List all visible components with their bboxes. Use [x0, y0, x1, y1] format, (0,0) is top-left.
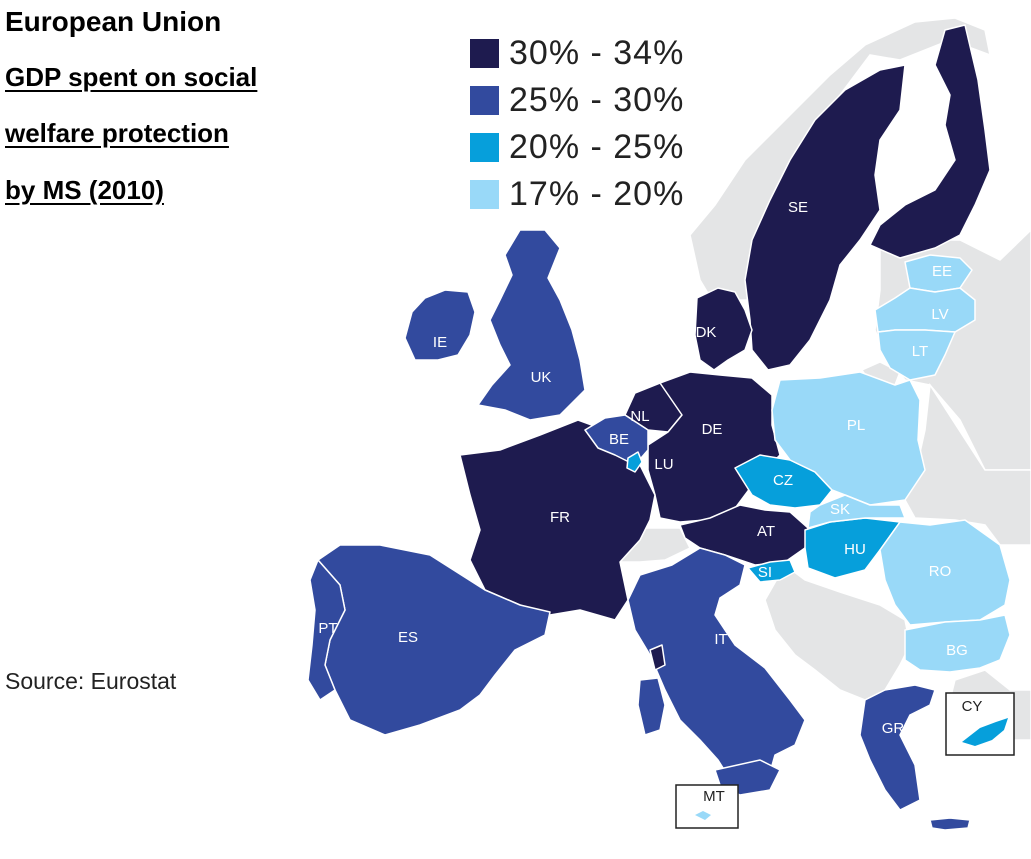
legend-swatch — [470, 180, 499, 209]
country-label-IE: IE — [433, 334, 447, 351]
source-note: Source: Eurostat — [5, 668, 177, 694]
country-label-EE: EE — [932, 263, 952, 280]
country-shape-IE-fill — [404, 289, 476, 361]
country-label-AT: AT — [757, 523, 775, 540]
country-shape-corsica — [649, 644, 666, 671]
country-shape-IT — [627, 547, 806, 796]
country-shape-CY — [962, 718, 1008, 746]
legend-item: 30% - 34% — [470, 30, 684, 77]
country-shape-LT — [877, 329, 956, 381]
country-label-DK: DK — [696, 324, 717, 341]
country-shape-SK — [807, 494, 906, 529]
eu-countries — [307, 24, 1011, 831]
country-label-DE: DE — [702, 421, 723, 438]
inset-mt — [675, 784, 739, 829]
subtitle-line-3: by MS (2010) — [5, 175, 164, 205]
country-label-SI: SI — [758, 564, 772, 581]
legend-label: 17% - 20% — [509, 175, 685, 213]
subtitle-line-1: GDP spent on social — [5, 62, 258, 92]
country-label-BE: BE — [609, 431, 629, 448]
legend-item: 17% - 20% — [470, 171, 684, 218]
country-shape-PL — [771, 371, 926, 506]
country-label-NL: NL — [630, 408, 649, 425]
country-shape-BE — [584, 414, 649, 466]
country-shape-sardinia — [637, 677, 666, 736]
country-shape-GR — [859, 684, 936, 811]
country-label-BG: BG — [946, 642, 968, 659]
legend: 30% - 34% 25% - 30% 20% - 25% 17% - 20% — [470, 30, 684, 218]
country-label-SE: SE — [788, 199, 808, 216]
legend-label: 20% - 25% — [509, 128, 685, 166]
country-label-PT: PT — [318, 620, 337, 637]
country-shape-crete — [929, 817, 971, 831]
country-label-ES: ES — [398, 629, 418, 646]
country-label-HU: HU — [844, 541, 866, 558]
subtitle-line-2: welfare protection — [5, 118, 229, 148]
country-labels: FI SE DK NL DE FR AT IE UK BE ES PT IT G… — [318, 166, 982, 805]
country-label-RO: RO — [929, 563, 952, 580]
legend-item: 25% - 30% — [470, 77, 684, 124]
country-label-GR: GR — [882, 720, 905, 737]
country-shape-MT — [695, 811, 711, 820]
country-label-PL: PL — [847, 417, 865, 434]
country-label-SK: SK — [830, 501, 850, 518]
country-shape-BG — [904, 614, 1011, 673]
legend-item: 20% - 25% — [470, 124, 684, 171]
country-shape-PT-fill — [307, 559, 346, 701]
map-title: European Union — [5, 6, 222, 37]
country-shape-FI — [869, 24, 991, 259]
legend-swatch — [470, 39, 499, 68]
legend-label: 25% - 30% — [509, 81, 685, 119]
legend-swatch — [470, 86, 499, 115]
country-shape-SE — [744, 64, 906, 371]
country-shape-SI — [747, 559, 796, 583]
inset-cy — [945, 692, 1015, 756]
country-label-FI: FI — [921, 166, 934, 183]
country-shape-CZ — [734, 454, 833, 509]
country-label-MT: MT — [703, 788, 725, 805]
country-label-LV: LV — [931, 306, 948, 323]
country-label-CY: CY — [962, 698, 983, 715]
country-shape-FR — [459, 419, 656, 621]
country-label-CZ: CZ — [773, 472, 793, 489]
country-shape-RO — [879, 519, 1011, 626]
country-label-FR: FR — [550, 509, 570, 526]
country-label-UK: UK — [531, 369, 552, 386]
legend-swatch — [470, 133, 499, 162]
legend-label: 30% - 34% — [509, 34, 685, 72]
country-shape-UK — [477, 229, 586, 421]
country-label-LT: LT — [912, 343, 928, 360]
country-shape-DK — [694, 287, 753, 371]
country-label-IT: IT — [714, 631, 727, 648]
country-label-LU: LU — [654, 456, 673, 473]
country-shape-LU — [626, 451, 643, 473]
